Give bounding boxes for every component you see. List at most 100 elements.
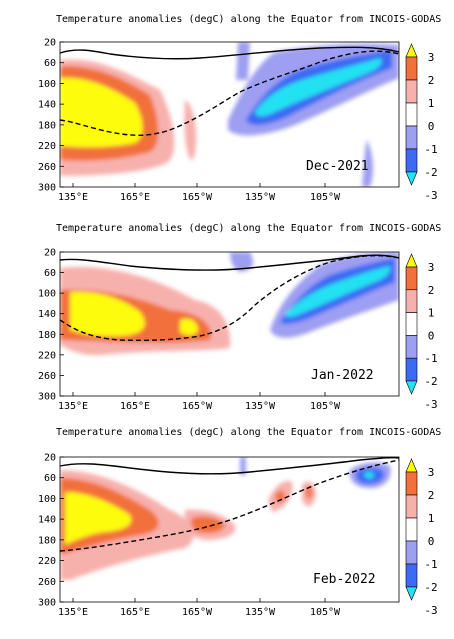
month-label: Jan-2022 <box>311 368 374 383</box>
colorbar-label: -3 <box>424 398 437 411</box>
colorbar-swatch <box>405 289 418 313</box>
colorbar-swatch <box>405 357 418 382</box>
colorbar: 3 2 1 0 -1 -2 -3 <box>405 43 438 202</box>
anomaly-field <box>60 42 399 187</box>
x-tick-label: 135°W <box>245 192 276 203</box>
y-axis-ticks: 20 60 100 140 180 220 260 300 <box>38 248 64 403</box>
colorbar-swatch <box>405 79 418 104</box>
thermocline-top-line <box>59 456 400 475</box>
colorbar-label: 2 <box>428 284 435 297</box>
colorbar-label: 1 <box>428 512 435 525</box>
colorbar-label: 1 <box>428 97 435 110</box>
thermocline-top-line <box>59 254 400 271</box>
x-axis-ticks: 135°E 165°E 165°W 135°W 105°W <box>58 392 341 412</box>
colorbar-label: -1 <box>424 352 437 365</box>
y-tick-label: 180 <box>38 330 56 341</box>
colorbar-label: -2 <box>424 581 437 594</box>
colorbar-label: -3 <box>424 604 437 617</box>
colorbar-label: -1 <box>424 558 437 571</box>
y-tick-label: 220 <box>38 141 56 152</box>
plot-frame <box>59 41 400 188</box>
x-tick-label: 135°W <box>245 401 276 412</box>
colorbar-swatch <box>405 102 418 127</box>
colorbar-swatch <box>405 335 418 359</box>
colorbar-swatch <box>405 494 418 519</box>
x-tick-label: 135°E <box>58 192 88 203</box>
y-tick-label: 140 <box>38 100 56 111</box>
colorbar-swatch <box>405 266 418 291</box>
y-tick-label: 180 <box>38 535 56 546</box>
isotherm-20c-line <box>59 255 400 342</box>
y-tick-label: 60 <box>44 58 56 69</box>
colorbar-swatch <box>405 471 418 496</box>
y-tick-label: 100 <box>38 494 56 505</box>
y-tick-label: 220 <box>38 556 56 567</box>
x-tick-label: 105°W <box>310 401 341 412</box>
isotherm-20c-line <box>59 459 400 552</box>
y-axis-ticks: 20 60 100 140 180 220 260 300 <box>38 38 64 194</box>
anomaly-field <box>60 252 399 356</box>
x-axis-ticks: 135°E 165°E 165°W 135°W 105°W <box>58 598 341 618</box>
panel-jan-2022: Temperature anomalies (degC) along the E… <box>38 223 441 412</box>
panel-title: Temperature anomalies (degC) along the E… <box>56 223 441 234</box>
colorbar-swatch <box>405 253 418 268</box>
x-tick-label: 135°E <box>58 401 88 412</box>
x-tick-label: 165°E <box>120 607 150 618</box>
anomaly-field <box>60 457 391 580</box>
y-tick-label: 140 <box>38 309 56 320</box>
y-tick-label: 260 <box>38 371 56 382</box>
x-tick-label: 165°W <box>182 401 213 412</box>
y-tick-label: 100 <box>38 289 56 300</box>
x-tick-label: 135°W <box>245 607 276 618</box>
y-tick-label: 180 <box>38 120 56 131</box>
colorbar-swatch <box>405 563 418 588</box>
colorbar-swatch <box>405 312 418 336</box>
colorbar-label: 2 <box>428 489 435 502</box>
colorbar-swatch <box>405 148 418 173</box>
colorbar-label: -1 <box>424 143 437 156</box>
colorbar-label: 1 <box>428 307 435 320</box>
x-tick-label: 165°W <box>182 607 213 618</box>
colorbar-swatch <box>405 540 418 565</box>
colorbar-label: -2 <box>424 166 437 179</box>
colorbar-label: 0 <box>428 329 435 342</box>
panel-title: Temperature anomalies (degC) along the E… <box>56 14 441 25</box>
colorbar-swatch <box>405 586 418 601</box>
x-tick-label: 165°W <box>182 192 213 203</box>
colorbar-label: 3 <box>428 466 435 479</box>
plot-frame <box>59 456 400 603</box>
y-tick-label: 220 <box>38 350 56 361</box>
y-tick-label: 260 <box>38 577 56 588</box>
colorbar-label: -2 <box>424 375 437 388</box>
month-label: Feb-2022 <box>313 572 376 587</box>
panel-dec-2021: Temperature anomalies (degC) along the E… <box>38 14 441 203</box>
panel-feb-2022: Temperature anomalies (degC) along the E… <box>38 427 441 618</box>
month-label: Dec-2021 <box>306 159 369 174</box>
x-tick-label: 165°E <box>120 401 150 412</box>
y-tick-label: 300 <box>38 183 56 194</box>
x-tick-label: 135°E <box>58 607 88 618</box>
y-tick-label: 260 <box>38 162 56 173</box>
y-tick-label: 300 <box>38 392 56 403</box>
y-tick-label: 140 <box>38 515 56 526</box>
colorbar-label: 0 <box>428 120 435 133</box>
x-tick-label: 105°W <box>310 192 341 203</box>
x-axis-ticks: 135°E 165°E 165°W 135°W 105°W <box>58 183 341 203</box>
colorbar-label: 0 <box>428 535 435 548</box>
colorbar-label: 3 <box>428 51 435 64</box>
colorbar-swatch <box>405 517 418 542</box>
y-tick-label: 20 <box>44 248 56 259</box>
colorbar-swatch <box>405 56 418 81</box>
plot-frame <box>59 251 400 397</box>
y-tick-label: 100 <box>38 79 56 90</box>
colorbar-label: 2 <box>428 74 435 87</box>
colorbar-label: -3 <box>424 189 437 202</box>
x-tick-label: 165°E <box>120 192 150 203</box>
colorbar-swatch <box>405 125 418 150</box>
x-tick-label: 105°W <box>310 607 341 618</box>
y-tick-label: 300 <box>38 598 56 609</box>
panel-title: Temperature anomalies (degC) along the E… <box>56 427 441 438</box>
y-axis-ticks: 20 60 100 140 180 220 260 300 <box>38 453 64 609</box>
y-tick-label: 60 <box>44 473 56 484</box>
